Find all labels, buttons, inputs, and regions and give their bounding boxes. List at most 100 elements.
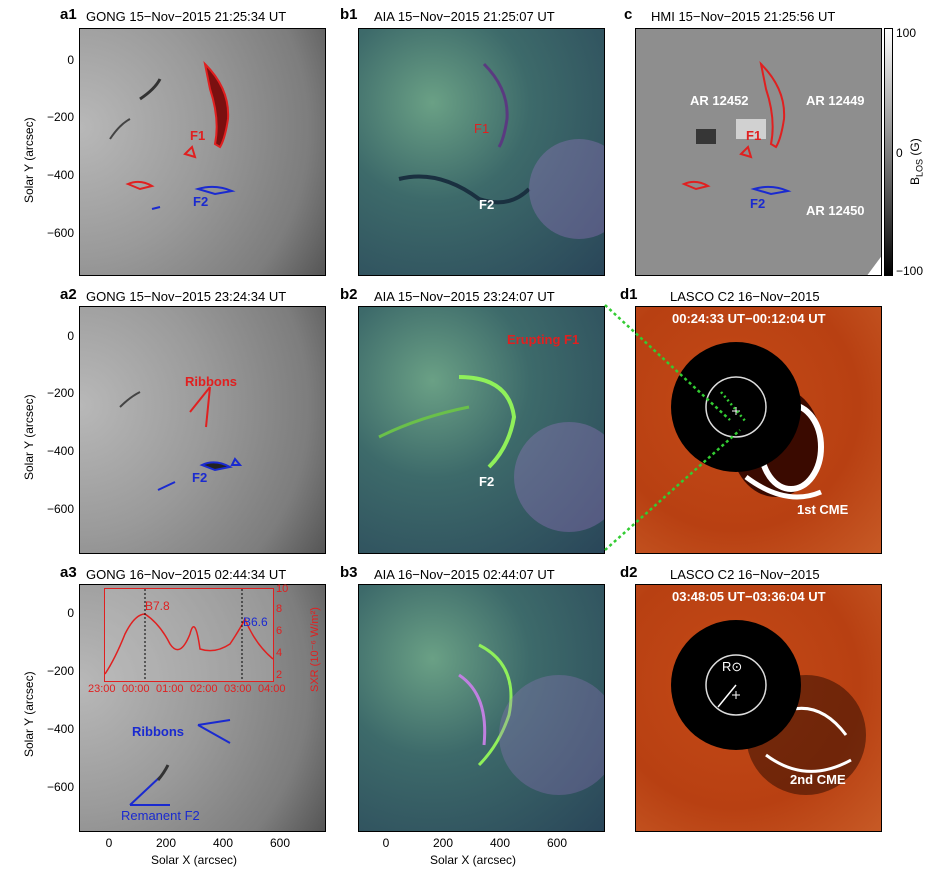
c-overlay: [681, 60, 881, 275]
ylabel-a1: Solar Y (arcsec): [22, 117, 36, 203]
c-f2-label: F2: [750, 196, 766, 211]
b1-f2-label: F2: [479, 197, 495, 212]
ytick-a3-400: −400: [46, 722, 74, 736]
a2-overlay: [119, 386, 243, 491]
xtick-b-200: 200: [432, 836, 454, 850]
colorbar-label-unit: (G): [908, 138, 922, 159]
colorbar-label-main: B: [908, 176, 922, 185]
a1-overlay: [109, 60, 236, 210]
xtick-a-400: 400: [212, 836, 234, 850]
sxr-ytick-2: 2: [276, 669, 283, 681]
panel-label-d2: d2: [620, 564, 638, 581]
sxr-peak1-label: B7.8: [145, 599, 170, 613]
ytick-a2-200: −200: [46, 386, 74, 400]
ytick-a2-400: −400: [46, 444, 74, 458]
xtick-b-0: 0: [382, 836, 390, 850]
sxr-xtick-3: 02:00: [190, 683, 218, 695]
xlabel-b: Solar X (arcsec): [430, 853, 517, 867]
colorbar-label-sub: LOS: [914, 158, 925, 177]
a1-f2-label: F2: [193, 194, 209, 209]
colorbar-min: −100: [896, 264, 924, 278]
b1-overlay: [398, 62, 604, 239]
panel-title-c: HMI 15−Nov−2015 21:25:56 UT: [651, 9, 836, 24]
sxr-ytick-8: 8: [276, 603, 283, 615]
colorbar: [884, 28, 893, 276]
sxr-ytick-10: 10: [276, 583, 289, 595]
d2-cme-label: 2nd CME: [790, 772, 846, 787]
panel-title-b3: AIA 16−Nov−2015 02:44:07 UT: [374, 567, 555, 582]
ytick-a1-400: −400: [46, 168, 74, 182]
ylabel-a2: Solar Y (arcsec): [22, 394, 36, 480]
panel-label-c: c: [624, 6, 633, 23]
panel-label-d1: d1: [620, 286, 638, 303]
ytick-a3-0: 0: [67, 606, 74, 620]
xtick-b-600: 600: [546, 836, 568, 850]
sxr-ylabel: SXR (10⁻⁶ W/m²): [309, 607, 321, 692]
panel-b1-image: [358, 28, 605, 276]
panel-b2-image: [358, 306, 605, 554]
panel-title-d1: LASCO C2 16−Nov−2015: [670, 289, 820, 304]
panel-b3-image: [358, 584, 605, 832]
d1-time-label: 00:24:33 UT−00:12:04 UT: [672, 311, 826, 326]
sxr-xtick-2: 01:00: [156, 683, 184, 695]
sxr-xtick-0: 23:00: [88, 683, 116, 695]
a2-ribbons-label: Ribbons: [185, 374, 237, 389]
a3-remanent-label: Remanent F2: [121, 808, 200, 823]
sxr-xtick-5: 04:00: [258, 683, 286, 695]
panel-label-a2: a2: [60, 286, 77, 303]
b2-f2-label: F2: [479, 474, 495, 489]
d2-overlay: [671, 620, 866, 795]
ytick-a1-600: −600: [46, 226, 74, 240]
ylabel-a3: Solar Y (arcsec): [22, 671, 36, 757]
c-ar12449-label: AR 12449: [806, 93, 865, 108]
b2-erupting-label: Erupting F1: [507, 332, 580, 347]
ytick-a2-0: 0: [67, 329, 74, 343]
a3-overlay: [129, 719, 231, 806]
panel-title-a2: GONG 15−Nov−2015 23:24:34 UT: [86, 289, 287, 304]
panel-label-b2: b2: [340, 286, 358, 303]
d1-cme-label: 1st CME: [797, 502, 849, 517]
panel-title-b2: AIA 15−Nov−2015 23:24:07 UT: [374, 289, 555, 304]
a1-f1-label: F1: [190, 128, 206, 143]
panel-d1-image: [635, 306, 882, 554]
sxr-curve: [104, 589, 274, 681]
panel-label-a3: a3: [60, 564, 77, 581]
sxr-xtick-4: 03:00: [224, 683, 252, 695]
panel-title-d2: LASCO C2 16−Nov−2015: [670, 567, 820, 582]
xlabel-a: Solar X (arcsec): [151, 853, 238, 867]
ytick-a3-200: −200: [46, 664, 74, 678]
colorbar-max: 100: [896, 26, 917, 40]
xtick-b-400: 400: [489, 836, 511, 850]
panel-c-image: [635, 28, 882, 276]
connector-lines: [604, 304, 741, 551]
panel-label-b1: b1: [340, 6, 358, 23]
xtick-a-0: 0: [105, 836, 113, 850]
ytick-a1-200: −200: [46, 110, 74, 124]
sxr-peak2-label: B6.6: [243, 615, 268, 629]
panel-title-a3: GONG 16−Nov−2015 02:44:34 UT: [86, 567, 287, 582]
a3-ribbons-label: Ribbons: [132, 724, 184, 739]
panel-title-a1: GONG 15−Nov−2015 21:25:34 UT: [86, 9, 287, 24]
d2-rsun-label: R⊙: [722, 659, 743, 674]
c-f1-label: F1: [746, 128, 762, 143]
ytick-a2-600: −600: [46, 502, 74, 516]
panel-label-a1: a1: [60, 6, 77, 23]
b2-overlay: [378, 375, 604, 532]
panel-title-b1: AIA 15−Nov−2015 21:25:07 UT: [374, 9, 555, 24]
panel-a1-image: [79, 28, 326, 276]
xtick-a-200: 200: [155, 836, 177, 850]
sxr-ytick-4: 4: [276, 647, 283, 659]
panel-d2-image: [635, 584, 882, 832]
b1-f1-label: F1: [474, 121, 490, 136]
b3-overlay: [458, 643, 604, 795]
panel-a3-image: [79, 584, 326, 832]
a2-f2-label: F2: [192, 470, 208, 485]
d2-time-label: 03:48:05 UT−03:36:04 UT: [672, 589, 826, 604]
c-ar12450-label: AR 12450: [806, 203, 865, 218]
sxr-xtick-1: 00:00: [122, 683, 150, 695]
d1-overlay: [671, 342, 824, 500]
colorbar-label: BLOS (G): [908, 138, 924, 185]
c-ar12452-label: AR 12452: [690, 93, 749, 108]
colorbar-mid: 0: [896, 146, 903, 160]
panel-a2-image: [79, 306, 326, 554]
